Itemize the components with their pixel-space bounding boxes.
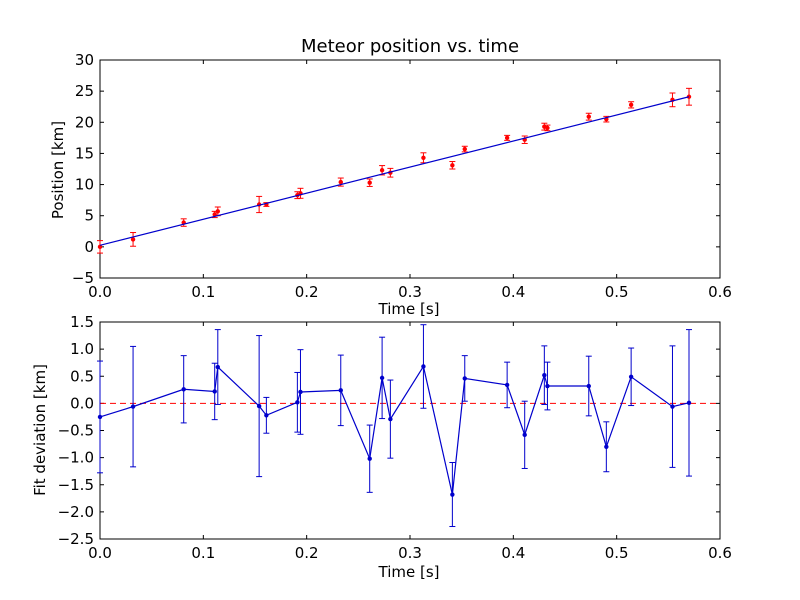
x-tick-label: 0.4	[501, 544, 525, 562]
x-tick-label: 0.0	[88, 544, 112, 562]
deviation-plot-xlabel: Time [s]	[378, 563, 440, 581]
data-point	[215, 209, 220, 214]
x-tick-label: 0.6	[708, 283, 732, 301]
x-tick-label: 0.5	[605, 283, 629, 301]
data-point	[338, 179, 343, 185]
x-tick-label: 0.0	[88, 283, 112, 301]
data-point	[628, 374, 634, 379]
x-tick-label: 0.3	[398, 283, 422, 301]
data-point	[462, 146, 467, 152]
y-tick-label: 0.0	[70, 394, 94, 412]
y-tick-label: −2.5	[58, 530, 94, 548]
x-tick-label: 0.2	[295, 544, 319, 562]
y-tick-label: −1.5	[58, 476, 94, 494]
data-point	[450, 492, 455, 497]
data-point	[504, 135, 510, 141]
data-point	[181, 387, 186, 392]
y-tick-label: 25	[75, 82, 94, 100]
deviation-plot-ylabel: Fit deviation [km]	[31, 364, 49, 496]
data-point	[367, 456, 372, 461]
data-point	[542, 372, 547, 378]
data-point	[586, 114, 591, 119]
data-point	[388, 416, 393, 422]
y-tick-label: 30	[75, 51, 94, 69]
y-tick-label: 1.5	[70, 313, 94, 331]
position-plot-xlabel: Time [s]	[378, 300, 440, 318]
y-tick-label: −5	[72, 269, 94, 287]
y-tick-label: 0	[84, 238, 94, 256]
data-point	[628, 102, 634, 108]
data-point	[421, 155, 426, 160]
data-point	[256, 403, 262, 409]
data-point	[522, 432, 527, 438]
data-point	[604, 444, 609, 449]
data-point	[215, 364, 220, 370]
data-point	[97, 414, 103, 420]
axes-frame	[99, 321, 721, 540]
data-point	[545, 125, 550, 131]
y-tick-label: 5	[84, 207, 94, 225]
y-tick-label: 10	[75, 176, 94, 194]
deviation-plot: Time [s] Fit deviation [km] 0.0 0.1 0.2 0.3…	[31, 313, 732, 581]
data-point	[130, 237, 136, 242]
data-point	[450, 163, 455, 168]
x-tick-label: 0.6	[708, 544, 732, 562]
axes-frame	[99, 59, 721, 279]
data-point	[462, 376, 467, 381]
data-point	[298, 389, 303, 395]
data-point	[421, 364, 426, 369]
data-point	[379, 168, 385, 173]
x-tick-label: 0.1	[191, 544, 215, 562]
fit-line	[99, 96, 690, 246]
data-point	[97, 244, 103, 250]
y-tick-label: −2.0	[58, 503, 94, 521]
x-tick-label: 0.2	[295, 283, 319, 301]
y-tick-label: −0.5	[58, 422, 94, 440]
data-point	[504, 382, 510, 388]
y-tick-label: 15	[75, 144, 94, 162]
position-plot-ylabel: Position [km]	[49, 121, 67, 219]
x-tick-label: 0.1	[191, 283, 215, 301]
data-point	[212, 389, 217, 394]
x-tick-label: 0.3	[398, 544, 422, 562]
data-point	[367, 180, 372, 185]
data-point	[264, 413, 269, 418]
x-tick-label: 0.4	[501, 283, 525, 301]
position-plot-title: Meteor position vs. time	[301, 36, 519, 57]
y-tick-label: 1.0	[70, 340, 94, 358]
position-plot: Meteor position vs. time Time [s] Positi…	[49, 36, 732, 318]
data-point	[670, 404, 675, 409]
x-tick-label: 0.5	[605, 544, 629, 562]
data-point	[686, 400, 692, 406]
data-point	[130, 404, 136, 409]
y-tick-label: −1.0	[58, 449, 94, 467]
y-tick-label: 0.5	[70, 367, 94, 385]
data-point	[338, 388, 343, 393]
data-point	[379, 375, 385, 381]
data-point	[295, 400, 300, 405]
data-point	[586, 383, 591, 389]
data-point	[545, 383, 550, 389]
y-tick-label: 20	[75, 113, 94, 131]
